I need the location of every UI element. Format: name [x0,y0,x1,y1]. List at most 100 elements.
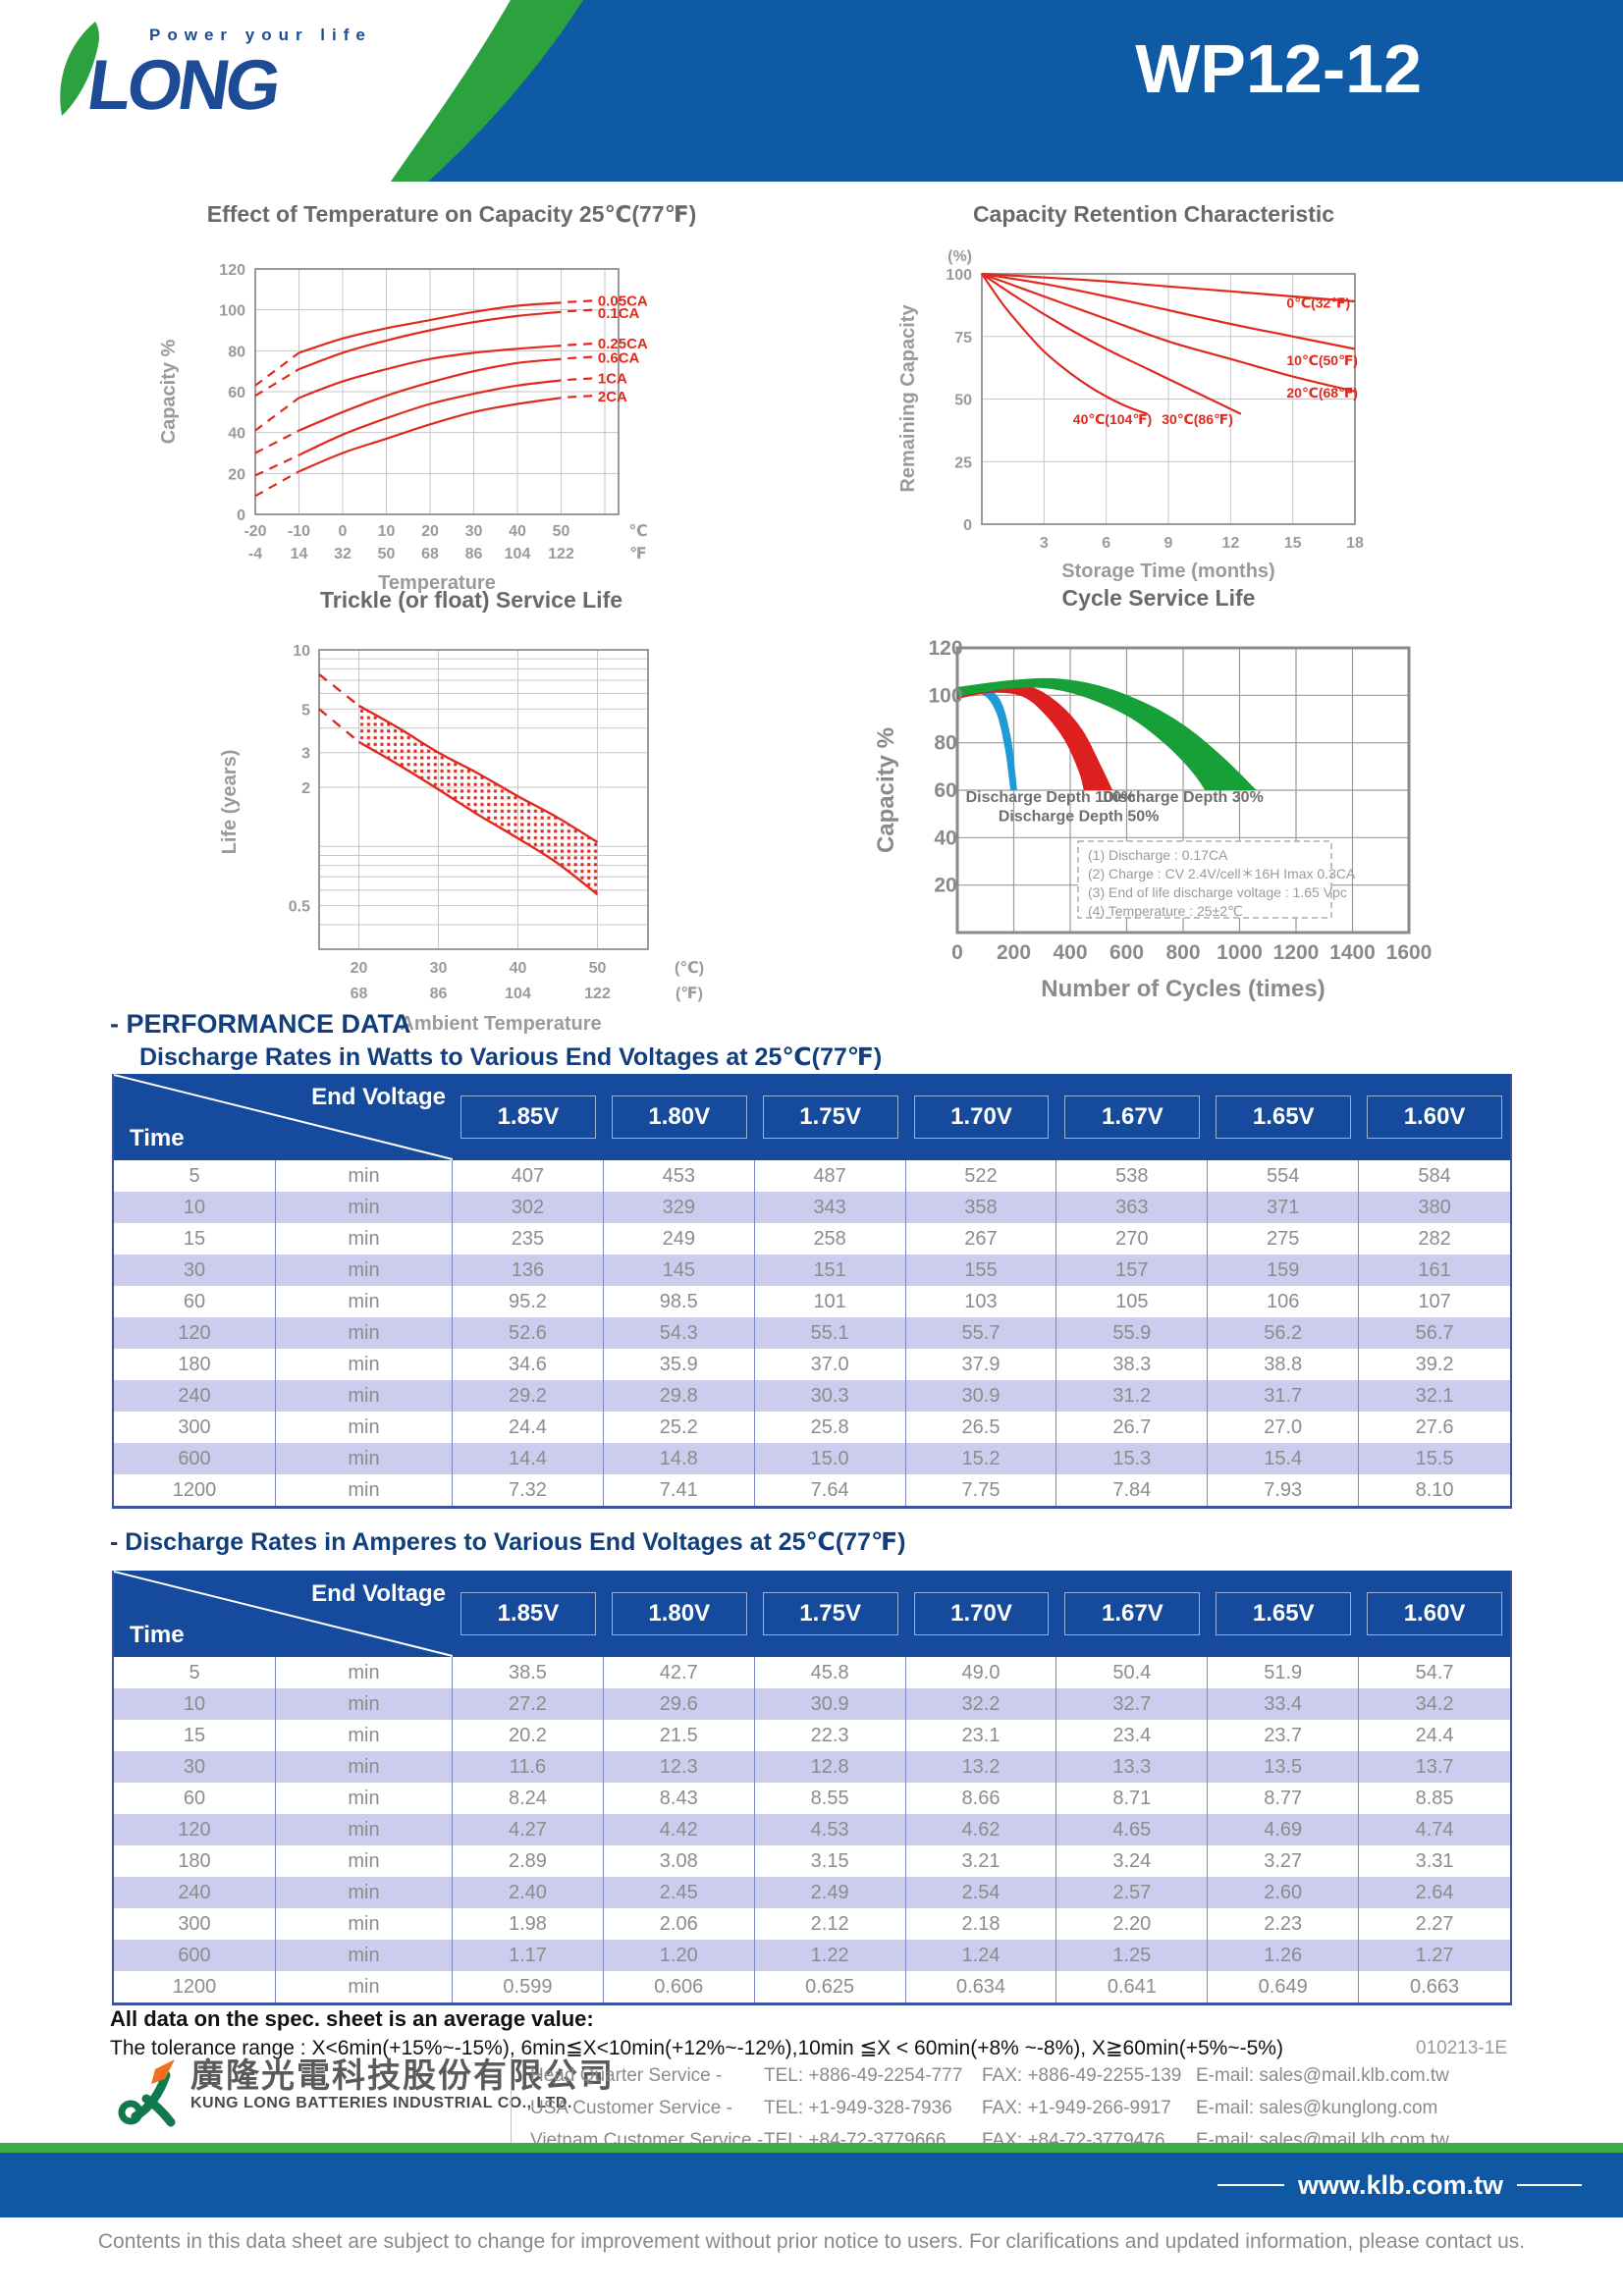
text-shape: 40℃(104℉) [1073,411,1152,427]
text-shape: 18 [1346,535,1364,552]
value-cell: 145 [604,1255,755,1286]
time-cell: 5 [114,1657,276,1688]
service-row: Head Quarter Service - TEL: +886-49-2254-… [530,2059,1449,2092]
tolerance-note: The tolerance range : X<6min(+15%~-15%),… [110,2037,1283,2059]
value-cell: 2.64 [1415,1882,1454,1903]
text-shape: 3 [301,746,310,763]
text-shape: 1600 [1386,941,1433,964]
value-cell: 26.5 [906,1412,1057,1443]
value-cell: 107 [1418,1291,1451,1312]
text-shape: 86 [430,986,448,1002]
value-cell: 584 [1418,1165,1451,1187]
service-tel: TEL: +886-49-2254-777 [764,2065,963,2086]
table-row: 30 min 136 145 151 155 157 159 161 [114,1255,1510,1286]
value-cell: 3.21 [906,1845,1057,1877]
website-url[interactable]: www.klb.com.tw [1297,2169,1503,2200]
unit-cell: min [276,1255,453,1286]
value-cell: 30.3 [755,1380,906,1412]
value-cell: 1.17 [453,1940,604,1971]
text-shape: 100 [946,267,972,284]
text-shape: 1400 [1329,941,1376,964]
chart-title: Cycle Service Life [1061,585,1256,611]
text-shape: 20 [228,466,245,483]
unit-cell: min [276,1814,453,1845]
time-cell: 300 [114,1412,276,1443]
value-cell: 2.40 [453,1877,604,1908]
diagonal-divider [114,1571,453,1657]
value-cell: 15.5 [1415,1448,1454,1469]
value-cell: 4.69 [1208,1814,1360,1845]
table-row: 60 min 8.24 8.43 8.55 8.66 8.71 8.77 8.85 [114,1783,1510,1814]
text-shape: 0.05CA [598,293,648,309]
footer-services: Head Quarter Service - TEL: +886-49-2254-… [530,2059,1449,2157]
value-cell: 7.75 [906,1474,1057,1506]
text-shape: (1) Discharge : 0.17CA [1088,847,1228,863]
product-model: WP12-12 [1135,30,1422,107]
table-row: 120 min 4.27 4.42 4.53 4.62 4.65 4.69 4.74 [114,1814,1510,1845]
value-cell: 37.0 [755,1349,906,1380]
value-cell: 29.6 [604,1688,755,1720]
text-shape: (℃) [675,960,704,977]
line-shape [114,1571,453,1657]
service-fax: FAX: +886-49-2255-139 [982,2065,1182,2086]
text-shape: Discharge Depth 100% [966,789,1136,806]
leaf-base [61,116,110,137]
rect-shape [1077,840,1332,919]
rect-shape [318,649,649,950]
path-shape [981,272,1356,350]
value-cell: 32.2 [906,1688,1057,1720]
voltage-column-header: 1.65V [1216,1592,1352,1635]
unit-cell: min [276,1192,453,1223]
table-row: 600 min 14.4 14.8 15.0 15.2 15.3 15.4 15.5 [114,1443,1510,1474]
text-shape: 30℃(86℉) [1162,411,1233,427]
line-shape [568,395,594,399]
chart-canvas: 0 25 50 75 100 (%) 3 6 9 12 15 18 Storage Time (mont… [889,230,1419,627]
value-cell: 3.27 [1208,1845,1360,1877]
value-cell: 106 [1208,1286,1360,1317]
value-cell: 11.6 [453,1751,604,1783]
text-shape: 12 [1221,535,1239,552]
value-cell: 15.0 [755,1443,906,1474]
text-shape: 6 [1102,535,1110,552]
time-cell: 600 [114,1443,276,1474]
value-cell: 249 [604,1223,755,1255]
value-cell: 1.27 [1415,1945,1454,1966]
value-cell: 8.66 [906,1783,1057,1814]
time-cell: 30 [114,1255,276,1286]
text-shape: 20 [421,523,439,540]
corner-label-time: Time [130,1622,185,1648]
path-shape [254,397,300,432]
service-email: E-mail: sales@kunglong.com [1196,2098,1438,2118]
table-header: End Voltage Time 1.85V 1.80V 1.75V 1.70V 1.67V… [114,1074,1510,1160]
value-cell: 54.3 [604,1317,755,1349]
value-cell: 2.27 [1415,1913,1454,1935]
corner-label-end-voltage: End Voltage [311,1084,446,1110]
text-shape: Storage Time (months) [1061,561,1274,582]
value-cell: 2.20 [1056,1908,1209,1940]
text-shape: 5 [301,702,310,719]
unit-cell: min [276,1474,453,1506]
value-cell: 12.3 [604,1751,755,1783]
value-cell: 275 [1208,1223,1360,1255]
time-cell: 60 [114,1783,276,1814]
voltage-column-header: 1.65V [1216,1095,1352,1139]
text-shape: Number of Cycles (times) [1041,976,1325,1002]
path-shape [358,705,598,895]
value-cell: 1.25 [1056,1940,1209,1971]
service-fax: FAX: +1-949-266-9917 [982,2098,1171,2118]
value-cell: 32.7 [1056,1688,1209,1720]
path-shape [957,686,1017,790]
value-cell: 55.9 [1056,1317,1209,1349]
value-cell: 45.8 [755,1657,906,1688]
value-cell: 15.2 [906,1443,1057,1474]
table-row: 120 min 52.6 54.3 55.1 55.7 55.9 56.2 56.7 [114,1317,1510,1349]
value-cell: 14.8 [604,1443,755,1474]
value-cell: 161 [1418,1259,1451,1281]
value-cell: 4.27 [453,1814,604,1845]
value-cell: 26.7 [1056,1412,1209,1443]
value-cell: 29.2 [453,1380,604,1412]
value-cell: 0.649 [1208,1971,1360,2002]
path-shape [298,310,562,371]
time-cell: 120 [114,1317,276,1349]
